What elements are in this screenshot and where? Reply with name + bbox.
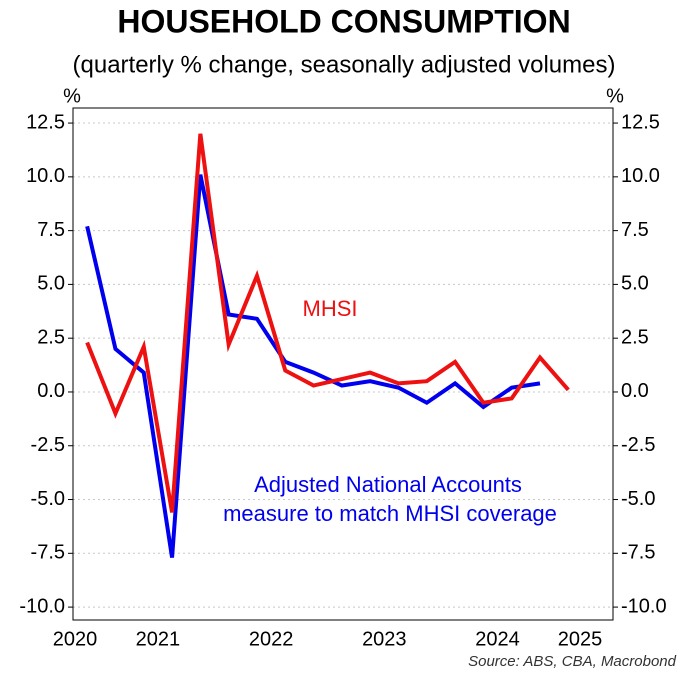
y2-tick-label: 7.5 [621,219,649,241]
x-tick-label: 2023 [362,628,407,650]
plot-frame [72,107,614,621]
series-line [85,174,541,558]
y2-tick-label: -10.0 [621,595,667,617]
y-tick-label: -7.5 [31,542,65,564]
annotation: Adjusted National Accounts [254,472,522,497]
series-line [85,133,570,513]
x-tick-label: 2022 [249,628,294,650]
y2-tick-label: 0.0 [621,380,649,402]
y2-tick-label: -2.5 [621,434,655,456]
y-tick-label: 12.5 [26,111,65,133]
y-tick-label: -2.5 [31,434,65,456]
y-tick-label: 5.0 [37,273,65,295]
y-tick-label: -5.0 [31,488,65,510]
x-tick-label: 2021 [136,628,181,650]
annotation: MHSI [303,296,358,321]
y-tick-label: 7.5 [37,219,65,241]
y2-unit: % [606,85,624,107]
x-tick-label: 2020 [53,628,98,650]
y-unit: % [63,85,81,107]
x-tick-label: 2024 [475,628,520,650]
chart-title: HOUSEHOLD CONSUMPTION [117,3,570,39]
y2-tick-label: -5.0 [621,488,655,510]
y2-tick-label: 2.5 [621,326,649,348]
x-tick-label: 2025 [558,628,603,650]
y-tick-label: 10.0 [26,165,65,187]
annotation: measure to match MHSI coverage [223,501,557,526]
source-note: Source: ABS, CBA, Macrobond [468,653,677,670]
y2-tick-label: -7.5 [621,542,655,564]
chart-subtitle: (quarterly % change, seasonally adjusted… [73,51,616,78]
y2-tick-label: 5.0 [621,273,649,295]
y-tick-label: -10.0 [19,595,65,617]
y2-tick-label: 12.5 [621,111,660,133]
y-tick-label: 2.5 [37,326,65,348]
y-tick-label: 0.0 [37,380,65,402]
y2-tick-label: 10.0 [621,165,660,187]
